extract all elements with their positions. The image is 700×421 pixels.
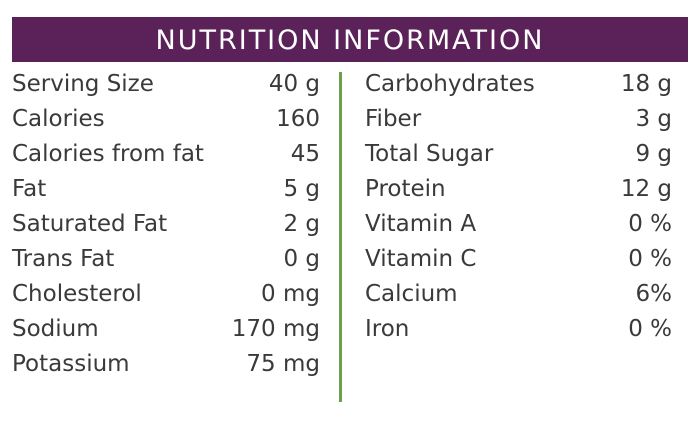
nutrient-row-cholesterol: Cholesterol 0 mg	[12, 277, 320, 312]
nutrient-row-trans-fat: Trans Fat 0 g	[12, 242, 320, 277]
nutrient-label: Potassium	[12, 351, 130, 377]
nutrient-label: Fiber	[365, 106, 422, 132]
nutrient-row-serving-size: Serving Size 40 g	[12, 67, 320, 102]
nutrient-value: 3 g	[635, 106, 672, 132]
nutrient-row-sodium: Sodium 170 mg	[12, 312, 320, 347]
nutrient-value: 0 %	[628, 316, 672, 342]
nutrient-value: 2 g	[283, 211, 320, 237]
nutrient-label: Carbohydrates	[365, 71, 535, 97]
nutrient-label: Vitamin A	[365, 211, 477, 237]
nutrient-label: Serving Size	[12, 71, 154, 97]
nutrient-row-carbohydrates: Carbohydrates 18 g	[365, 67, 672, 102]
nutrient-value: 160	[276, 106, 320, 132]
nutrient-row-iron: Iron 0 %	[365, 312, 672, 347]
nutrient-label: Saturated Fat	[12, 211, 168, 237]
nutrient-label: Calories from fat	[12, 141, 204, 167]
nutrient-value: 0 g	[283, 246, 320, 272]
nutrient-row-fat: Fat 5 g	[12, 172, 320, 207]
nutrient-value: 12 g	[620, 176, 672, 202]
nutrient-value: 0 %	[628, 246, 672, 272]
nutrient-label: Calcium	[365, 281, 458, 307]
nutrient-label: Cholesterol	[12, 281, 142, 307]
nutrient-value: 0 %	[628, 211, 672, 237]
nutrient-label: Trans Fat	[12, 246, 115, 272]
nutrient-row-vitamin-c: Vitamin C 0 %	[365, 242, 672, 277]
nutrient-label: Fat	[12, 176, 47, 202]
nutrient-row-calcium: Calcium 6%	[365, 277, 672, 312]
page-title: NUTRITION INFORMATION	[155, 25, 545, 56]
nutrient-label: Vitamin C	[365, 246, 477, 272]
left-nutrient-column: Serving Size 40 g Calories 160 Calories …	[12, 67, 320, 382]
nutrient-value: 45	[290, 141, 320, 167]
nutrient-label: Protein	[365, 176, 446, 202]
nutrient-label: Total Sugar	[365, 141, 494, 167]
nutrient-label: Calories	[12, 106, 105, 132]
nutrient-row-calories-from-fat: Calories from fat 45	[12, 137, 320, 172]
nutrient-value: 40 g	[268, 71, 320, 97]
nutrient-row-potassium: Potassium 75 mg	[12, 347, 320, 382]
column-divider	[339, 72, 342, 402]
nutrient-row-fiber: Fiber 3 g	[365, 102, 672, 137]
nutrition-header: NUTRITION INFORMATION	[12, 17, 688, 62]
nutrient-row-total-sugar: Total Sugar 9 g	[365, 137, 672, 172]
nutrient-row-protein: Protein 12 g	[365, 172, 672, 207]
nutrient-label: Iron	[365, 316, 410, 342]
nutrient-value: 9 g	[635, 141, 672, 167]
nutrient-value: 6%	[635, 281, 673, 307]
nutrient-label: Sodium	[12, 316, 99, 342]
nutrient-value: 18 g	[620, 71, 672, 97]
nutrient-row-calories: Calories 160	[12, 102, 320, 137]
nutrient-value: 5 g	[283, 176, 320, 202]
nutrient-value: 170 mg	[231, 316, 320, 342]
nutrient-row-vitamin-a: Vitamin A 0 %	[365, 207, 672, 242]
nutrient-row-saturated-fat: Saturated Fat 2 g	[12, 207, 320, 242]
right-nutrient-column: Carbohydrates 18 g Fiber 3 g Total Sugar…	[365, 67, 672, 347]
nutrient-value: 75 mg	[246, 351, 320, 377]
nutrient-value: 0 mg	[261, 281, 320, 307]
